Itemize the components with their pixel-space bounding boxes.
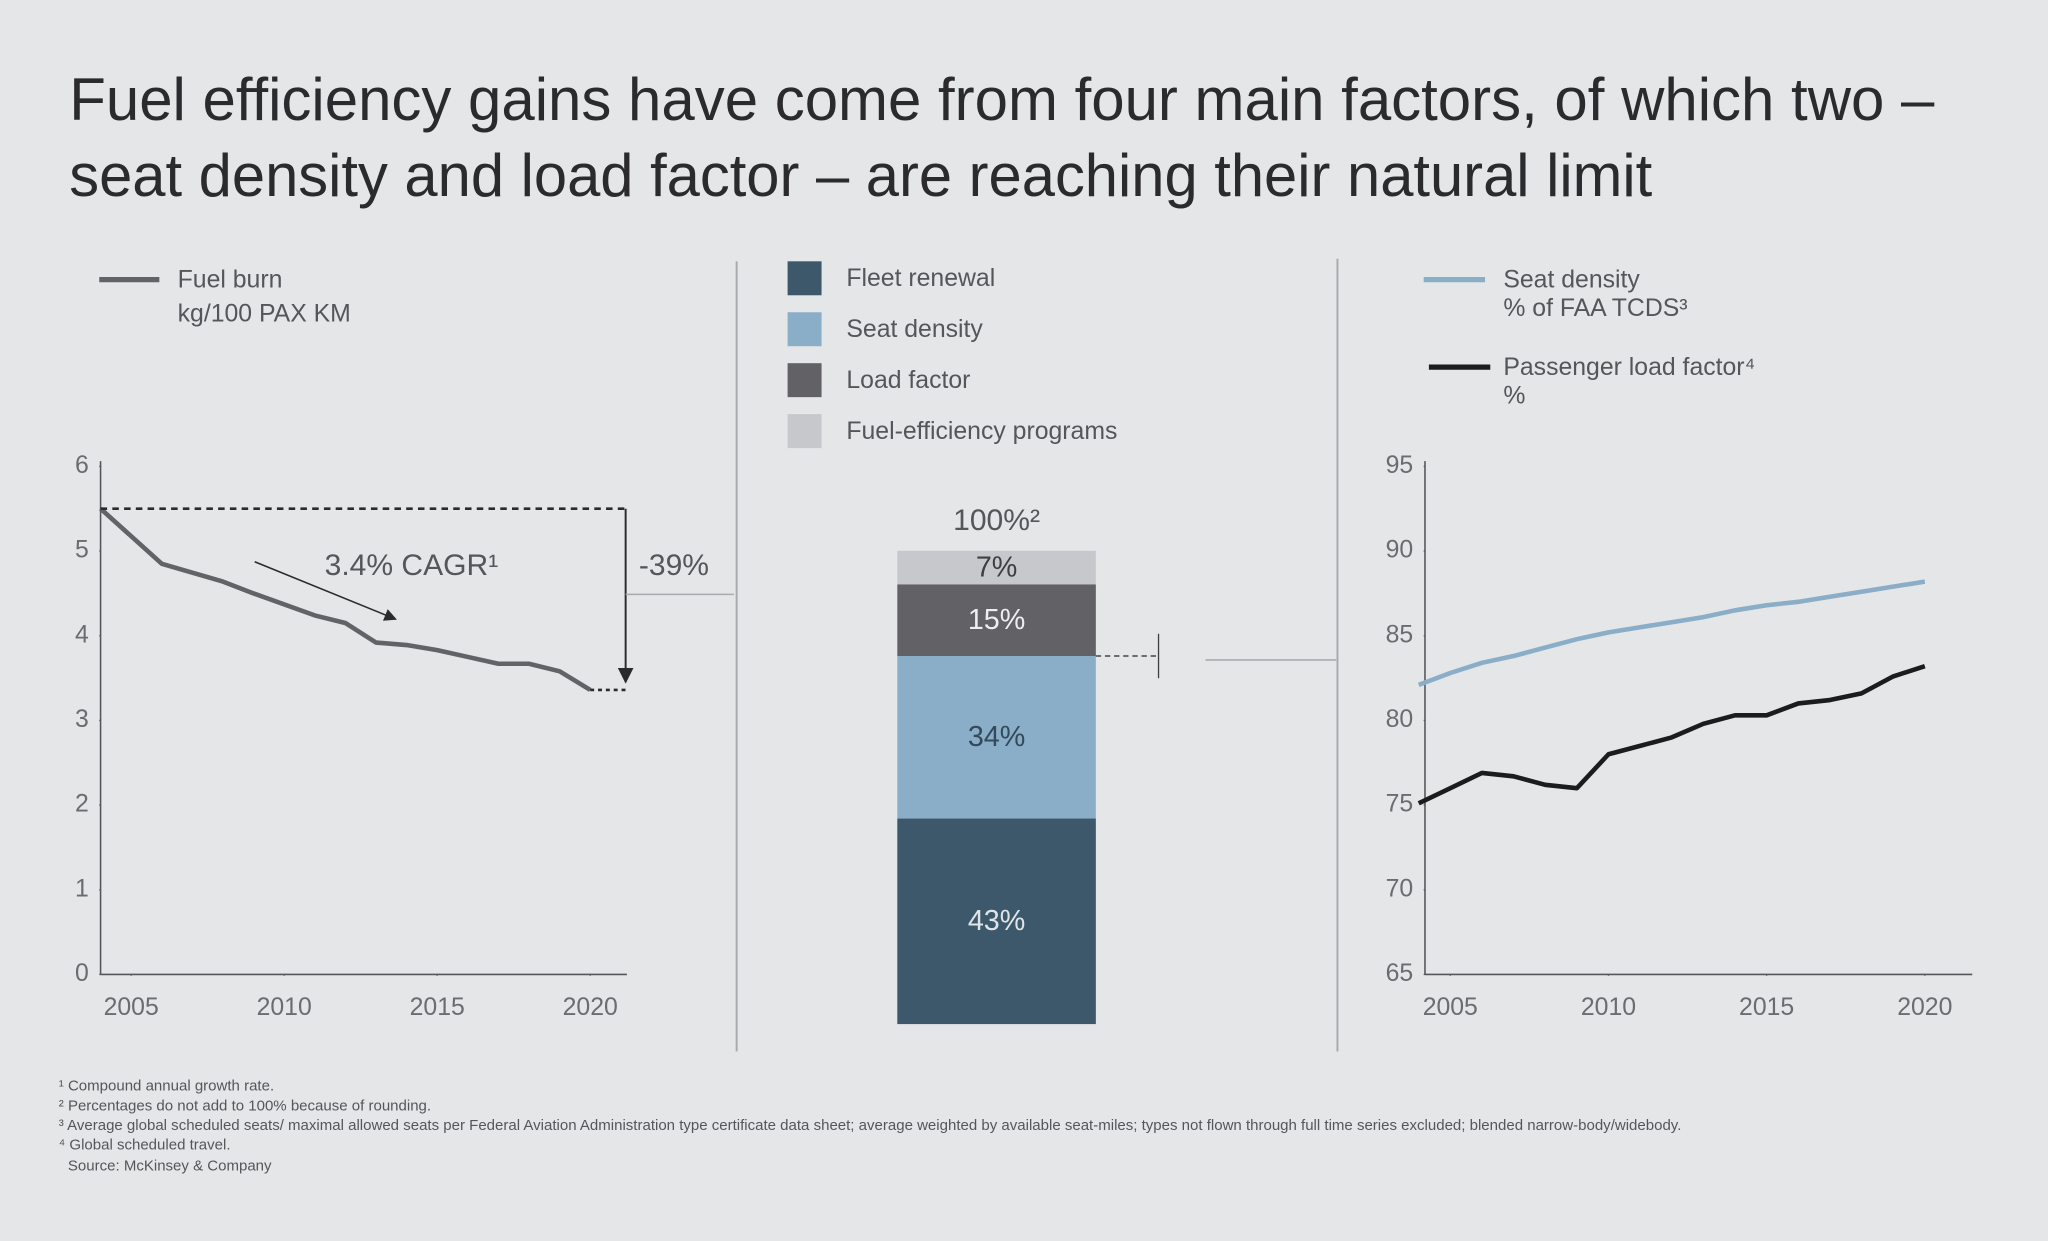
- footnote: ⁴ Global scheduled travel.: [59, 1137, 231, 1154]
- x-tick-label: 2010: [257, 994, 312, 1021]
- y-tick-label: 5: [75, 537, 89, 564]
- y-tick-label: 85: [1386, 621, 1414, 648]
- legend-unit: kg/100 PAX KM: [178, 300, 351, 327]
- legend-label: Seat density: [846, 316, 983, 343]
- legend-label: Fuel burn: [178, 266, 283, 293]
- y-tick-label: 6: [75, 452, 89, 479]
- bar-segment: [897, 550, 1096, 585]
- legend-label: Seat density: [1503, 266, 1640, 293]
- y-tick-label: 3: [75, 706, 89, 733]
- x-tick-label: 2005: [1423, 994, 1478, 1021]
- legend-swatch: [787, 363, 822, 398]
- y-tick-label: 95: [1386, 452, 1414, 479]
- annotation: 3.4% CAGR¹: [325, 549, 499, 582]
- legend-unit: % of FAA TCDS³: [1503, 295, 1687, 322]
- y-tick-label: 0: [75, 960, 89, 987]
- data-label: 34%: [968, 721, 1025, 753]
- data-label: 43%: [968, 905, 1025, 937]
- x-tick-label: 2015: [1739, 994, 1794, 1021]
- legend-label: Passenger load factor⁴: [1503, 354, 1755, 381]
- y-tick-label: 2: [75, 791, 89, 818]
- legend-swatch: [787, 312, 822, 347]
- title-line: seat density and load factor – are reach…: [69, 142, 1652, 209]
- data-label: 15%: [968, 604, 1025, 636]
- footnote: ¹ Compound annual growth rate.: [59, 1078, 274, 1095]
- y-tick-label: 75: [1386, 791, 1414, 818]
- data-line: [1417, 579, 1926, 688]
- y-tick-label: 1: [75, 875, 89, 902]
- y-tick-label: 4: [75, 621, 89, 648]
- legend-label: Fleet renewal: [846, 265, 995, 292]
- annotation-arrow: [254, 560, 397, 621]
- legend-swatch: [787, 414, 822, 449]
- total-label: 100%²: [953, 504, 1040, 537]
- legend-label: Fuel-efficiency programs: [846, 418, 1117, 445]
- y-tick-label: 90: [1386, 537, 1414, 564]
- legend-unit: %: [1503, 383, 1525, 410]
- footnote: ³ Average global scheduled seats/ maxima…: [59, 1117, 1682, 1134]
- footnote: ² Percentages do not add to 100% because…: [59, 1097, 431, 1114]
- title-line: Fuel efficiency gains have come from fou…: [69, 66, 1935, 133]
- bar-segment: [897, 584, 1096, 657]
- source: Source: McKinsey & Company: [68, 1157, 272, 1174]
- data-label: 7%: [976, 551, 1018, 583]
- data-line: [1417, 664, 1926, 806]
- legend-swatch: [787, 261, 822, 296]
- x-tick-label: 2015: [410, 994, 465, 1021]
- x-tick-label: 2010: [1581, 994, 1636, 1021]
- annotation: -39%: [639, 549, 709, 582]
- data-line: [99, 506, 592, 692]
- x-tick-label: 2020: [1897, 994, 1952, 1021]
- bar-segment: [897, 818, 1096, 1025]
- y-tick-label: 70: [1386, 875, 1414, 902]
- legend-label: Load factor: [846, 367, 970, 394]
- x-tick-label: 2020: [563, 994, 618, 1021]
- x-tick-label: 2005: [104, 994, 159, 1021]
- y-tick-label: 65: [1386, 960, 1414, 987]
- y-tick-label: 80: [1386, 706, 1414, 733]
- bar-segment: [897, 656, 1096, 819]
